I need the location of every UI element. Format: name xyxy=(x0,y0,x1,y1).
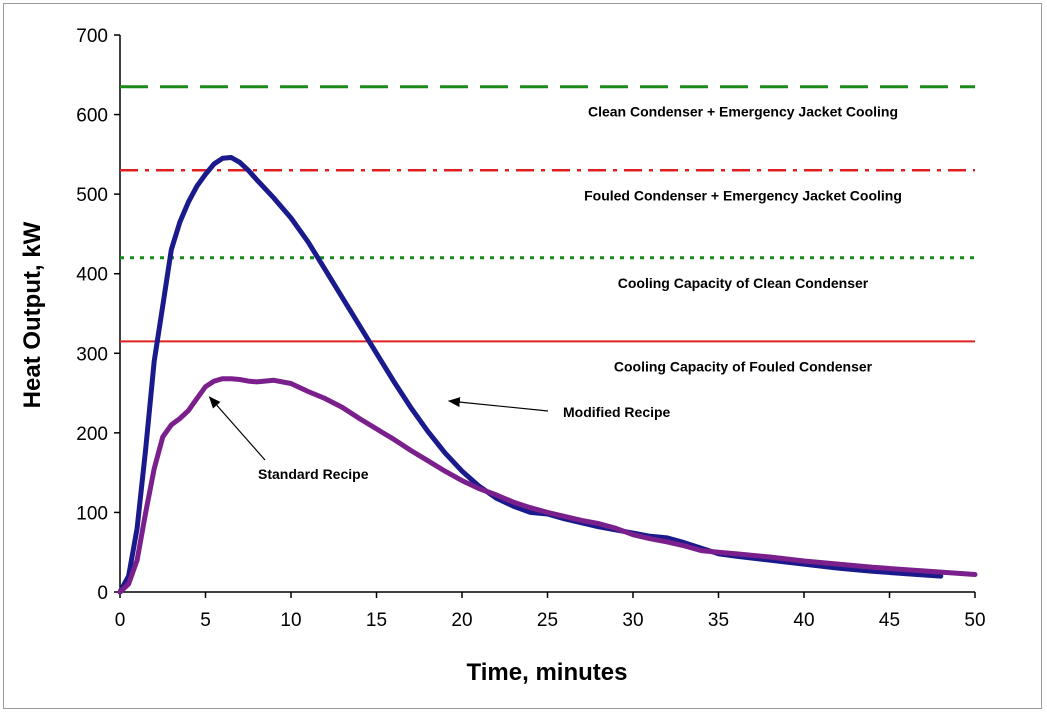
x-tick-label: 35 xyxy=(708,610,729,631)
x-tick-label: 20 xyxy=(451,610,472,631)
y-tick-label: 0 xyxy=(97,583,108,604)
x-axis-title: Time, minutes xyxy=(467,659,628,686)
x-tick-label: 5 xyxy=(200,610,211,631)
x-tick-label: 30 xyxy=(622,610,643,631)
reference-line-label: Cooling Capacity of Clean Condenser xyxy=(618,275,869,291)
y-tick-label: 500 xyxy=(76,185,108,206)
reference-line-label: Clean Condenser + Emergency Jacket Cooli… xyxy=(588,104,898,120)
y-tick-label: 700 xyxy=(76,26,108,47)
annotation-label: Standard Recipe xyxy=(258,466,369,482)
x-tick-label: 45 xyxy=(879,610,900,631)
reference-line-label: Fouled Condenser + Emergency Jacket Cool… xyxy=(584,187,902,203)
x-tick-label: 40 xyxy=(793,610,814,631)
series-lines xyxy=(117,155,978,595)
y-tick-label: 100 xyxy=(76,503,108,524)
x-tick-label: 25 xyxy=(537,610,558,631)
x-tick-label: 15 xyxy=(366,610,387,631)
reference-line-label: Cooling Capacity of Fouled Condenser xyxy=(614,358,873,374)
series-line xyxy=(117,155,944,595)
annotation-arrow xyxy=(447,397,549,412)
annotations: Modified Recipe Standard Recipe xyxy=(208,396,671,482)
series-line xyxy=(117,376,978,595)
x-tick-label: 0 xyxy=(115,610,126,631)
x-tick-label: 10 xyxy=(280,610,301,631)
y-axis-title: Heat Output, kW xyxy=(19,221,46,408)
reference-lines: Clean Condenser + Emergency Jacket Cooli… xyxy=(120,85,975,374)
y-tick-label: 400 xyxy=(76,265,108,286)
axes: 0 100 200 300 400 500 600 700 0 5 10 15 20 25 30 35 40 45… xyxy=(76,26,985,631)
x-tick-label: 50 xyxy=(964,610,985,631)
annotation-arrow xyxy=(208,396,266,461)
y-tick-label: 600 xyxy=(76,106,108,127)
y-tick-label: 200 xyxy=(76,424,108,445)
y-tick-label: 300 xyxy=(76,344,108,365)
annotation-label: Modified Recipe xyxy=(563,404,671,420)
